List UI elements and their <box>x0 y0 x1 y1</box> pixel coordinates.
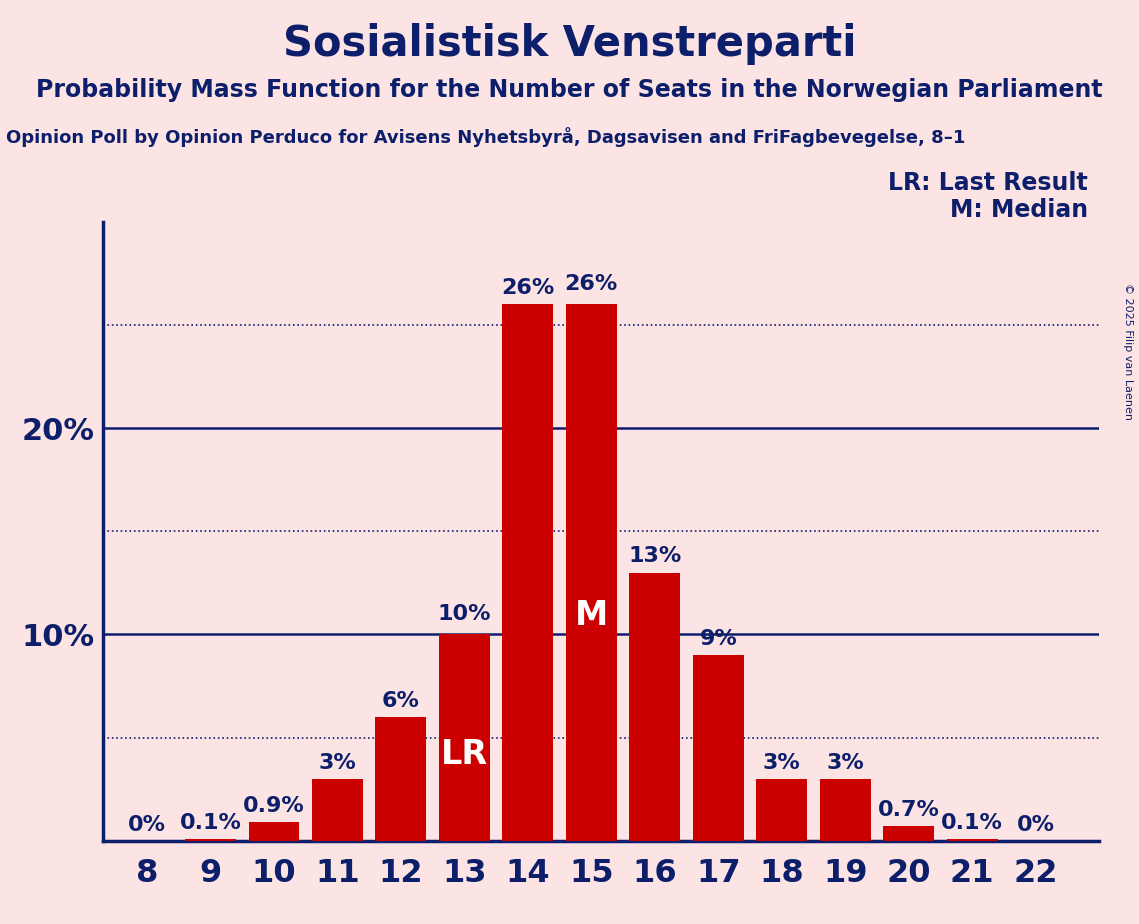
Text: M: Median: M: Median <box>950 198 1088 222</box>
Text: 3%: 3% <box>319 753 357 772</box>
Text: LR: LR <box>441 737 487 771</box>
Text: 26%: 26% <box>565 274 618 294</box>
Bar <box>756 779 808 841</box>
Text: 6%: 6% <box>382 691 420 711</box>
Bar <box>884 826 934 841</box>
Text: 26%: 26% <box>501 278 555 298</box>
Bar <box>185 839 236 841</box>
Bar <box>693 655 744 841</box>
Text: 0%: 0% <box>1017 815 1055 834</box>
Bar <box>376 717 426 841</box>
Text: © 2025 Filip van Laenen: © 2025 Filip van Laenen <box>1123 283 1133 419</box>
Text: LR: Last Result: LR: Last Result <box>888 171 1088 195</box>
Bar <box>502 304 554 841</box>
Bar <box>566 304 616 841</box>
Text: 3%: 3% <box>826 753 865 772</box>
Text: 9%: 9% <box>699 629 737 649</box>
Bar <box>947 839 998 841</box>
Text: Probability Mass Function for the Number of Seats in the Norwegian Parliament: Probability Mass Function for the Number… <box>36 78 1103 102</box>
Text: M: M <box>575 599 608 632</box>
Bar <box>439 635 490 841</box>
Bar <box>630 573 680 841</box>
Text: 13%: 13% <box>628 546 681 566</box>
Text: 10%: 10% <box>437 604 491 625</box>
Text: 0.1%: 0.1% <box>941 812 1003 833</box>
Text: 0.1%: 0.1% <box>180 812 241 833</box>
Text: Sosialistisk Venstreparti: Sosialistisk Venstreparti <box>282 23 857 65</box>
Text: 0%: 0% <box>128 815 166 834</box>
Bar <box>820 779 870 841</box>
Text: 0.9%: 0.9% <box>243 796 305 816</box>
Text: Opinion Poll by Opinion Perduco for Avisens Nyhetsbyrå, Dagsavisen and FriFagbev: Opinion Poll by Opinion Perduco for Avis… <box>6 128 965 148</box>
Text: 3%: 3% <box>763 753 801 772</box>
Text: 0.7%: 0.7% <box>878 800 940 821</box>
Bar <box>248 822 300 841</box>
Bar <box>312 779 363 841</box>
